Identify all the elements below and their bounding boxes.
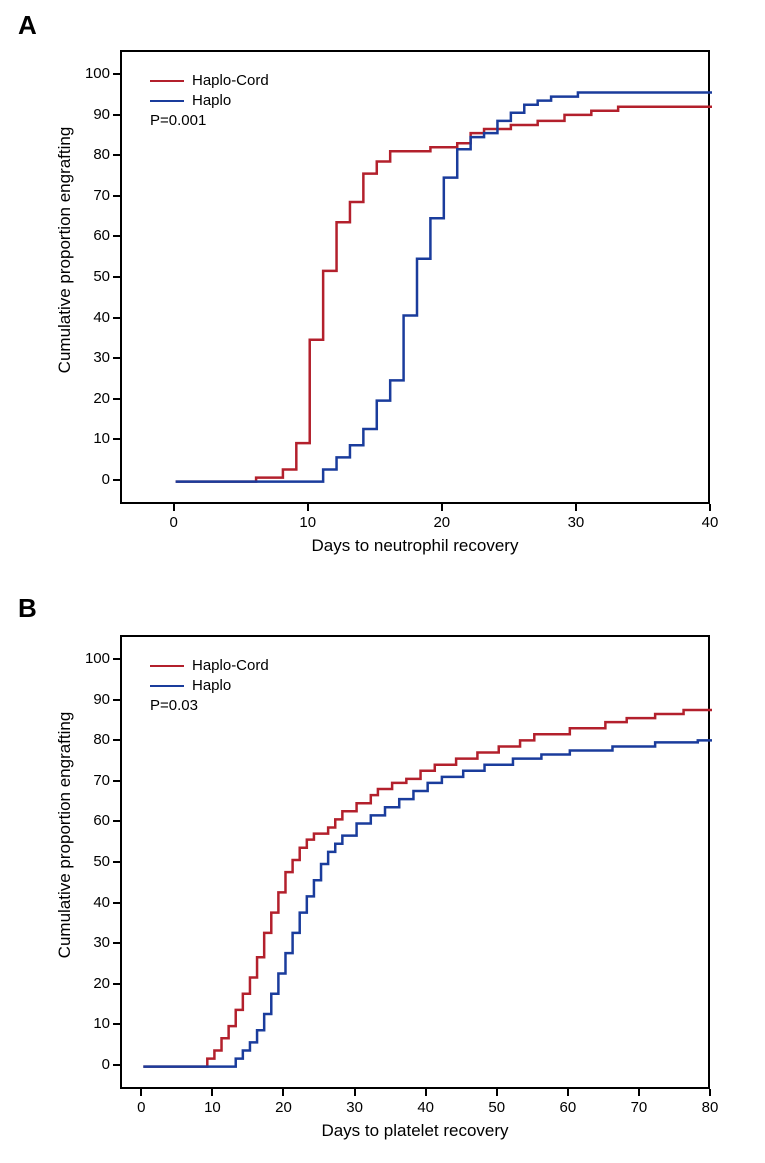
y-tick (113, 780, 120, 782)
x-tick-label: 30 (556, 514, 596, 531)
panel-a-haplo-line (176, 93, 712, 482)
y-tick (113, 398, 120, 400)
y-tick (113, 317, 120, 319)
x-tick (282, 1089, 284, 1096)
legend-swatch (150, 685, 184, 688)
panel-a-label: A (18, 10, 37, 41)
panel-b-svg (122, 637, 712, 1091)
y-tick (113, 739, 120, 741)
x-tick-label: 10 (192, 1099, 232, 1116)
panel-b-plot-frame (120, 635, 710, 1089)
y-tick-label: 90 (70, 691, 110, 708)
x-tick (173, 504, 175, 511)
x-tick (709, 1089, 711, 1096)
panel-b-haplo-cord-line (143, 710, 712, 1067)
y-tick (113, 114, 120, 116)
y-tick-label: 70 (70, 772, 110, 789)
x-tick (307, 504, 309, 511)
x-tick (425, 1089, 427, 1096)
y-tick-label: 50 (70, 268, 110, 285)
legend-label: Haplo-Cord (192, 72, 269, 89)
panel-a-plot-frame (120, 50, 710, 504)
panel-b-haplo-line (143, 740, 712, 1066)
x-tick-label: 40 (406, 1099, 446, 1116)
y-tick (113, 235, 120, 237)
legend-label: Haplo (192, 92, 231, 109)
panel-b-label: B (18, 593, 37, 624)
y-tick-label: 20 (70, 975, 110, 992)
y-tick (113, 820, 120, 822)
x-tick (575, 504, 577, 511)
y-tick-label: 60 (70, 227, 110, 244)
y-tick (113, 1064, 120, 1066)
y-tick-label: 0 (70, 471, 110, 488)
panel-a-svg (122, 52, 712, 506)
y-tick-label: 80 (70, 731, 110, 748)
x-tick-label: 80 (690, 1099, 730, 1116)
y-tick (113, 357, 120, 359)
y-tick (113, 154, 120, 156)
y-tick (113, 479, 120, 481)
y-tick (113, 73, 120, 75)
x-tick (441, 504, 443, 511)
y-tick (113, 195, 120, 197)
y-tick (113, 438, 120, 440)
y-tick-label: 90 (70, 106, 110, 123)
y-tick-label: 30 (70, 934, 110, 951)
x-tick-label: 20 (263, 1099, 303, 1116)
legend-label: Haplo-Cord (192, 657, 269, 674)
legend-label: Haplo (192, 677, 231, 694)
x-tick (354, 1089, 356, 1096)
figure-root: A 0102030400102030405060708090100 Cumula… (0, 0, 765, 1163)
x-tick-label: 0 (121, 1099, 161, 1116)
y-tick-label: 10 (70, 1015, 110, 1032)
y-tick-label: 50 (70, 853, 110, 870)
legend-pvalue: P=0.001 (150, 112, 206, 129)
y-tick-label: 60 (70, 812, 110, 829)
x-tick (496, 1089, 498, 1096)
y-tick-label: 80 (70, 146, 110, 163)
legend-swatch (150, 100, 184, 103)
y-tick-label: 0 (70, 1056, 110, 1073)
x-tick (567, 1089, 569, 1096)
y-tick-label: 100 (70, 65, 110, 82)
y-tick-label: 70 (70, 187, 110, 204)
y-tick (113, 276, 120, 278)
y-tick (113, 902, 120, 904)
x-tick-label: 30 (335, 1099, 375, 1116)
y-tick (113, 1023, 120, 1025)
panel-b-xlabel: Days to platelet recovery (120, 1121, 710, 1141)
y-tick (113, 942, 120, 944)
y-tick-label: 30 (70, 349, 110, 366)
y-tick (113, 658, 120, 660)
legend-swatch (150, 665, 184, 668)
panel-b-ylabel: Cumulative proportion engrafting (55, 685, 75, 985)
x-tick-label: 0 (154, 514, 194, 531)
y-tick-label: 100 (70, 650, 110, 667)
x-tick (140, 1089, 142, 1096)
panel-a-haplo-cord-line (176, 107, 712, 482)
panel-a-xlabel: Days to neutrophil recovery (120, 536, 710, 556)
y-tick (113, 983, 120, 985)
y-tick-label: 10 (70, 430, 110, 447)
x-tick-label: 60 (548, 1099, 588, 1116)
y-tick-label: 20 (70, 390, 110, 407)
y-tick-label: 40 (70, 894, 110, 911)
x-tick-label: 70 (619, 1099, 659, 1116)
x-tick (709, 504, 711, 511)
x-tick-label: 10 (288, 514, 328, 531)
x-tick-label: 50 (477, 1099, 517, 1116)
x-tick-label: 40 (690, 514, 730, 531)
y-tick-label: 40 (70, 309, 110, 326)
x-tick-label: 20 (422, 514, 462, 531)
legend-swatch (150, 80, 184, 83)
panel-a-ylabel: Cumulative proportion engrafting (55, 100, 75, 400)
legend-pvalue: P=0.03 (150, 697, 198, 714)
x-tick (211, 1089, 213, 1096)
y-tick (113, 699, 120, 701)
y-tick (113, 861, 120, 863)
x-tick (638, 1089, 640, 1096)
